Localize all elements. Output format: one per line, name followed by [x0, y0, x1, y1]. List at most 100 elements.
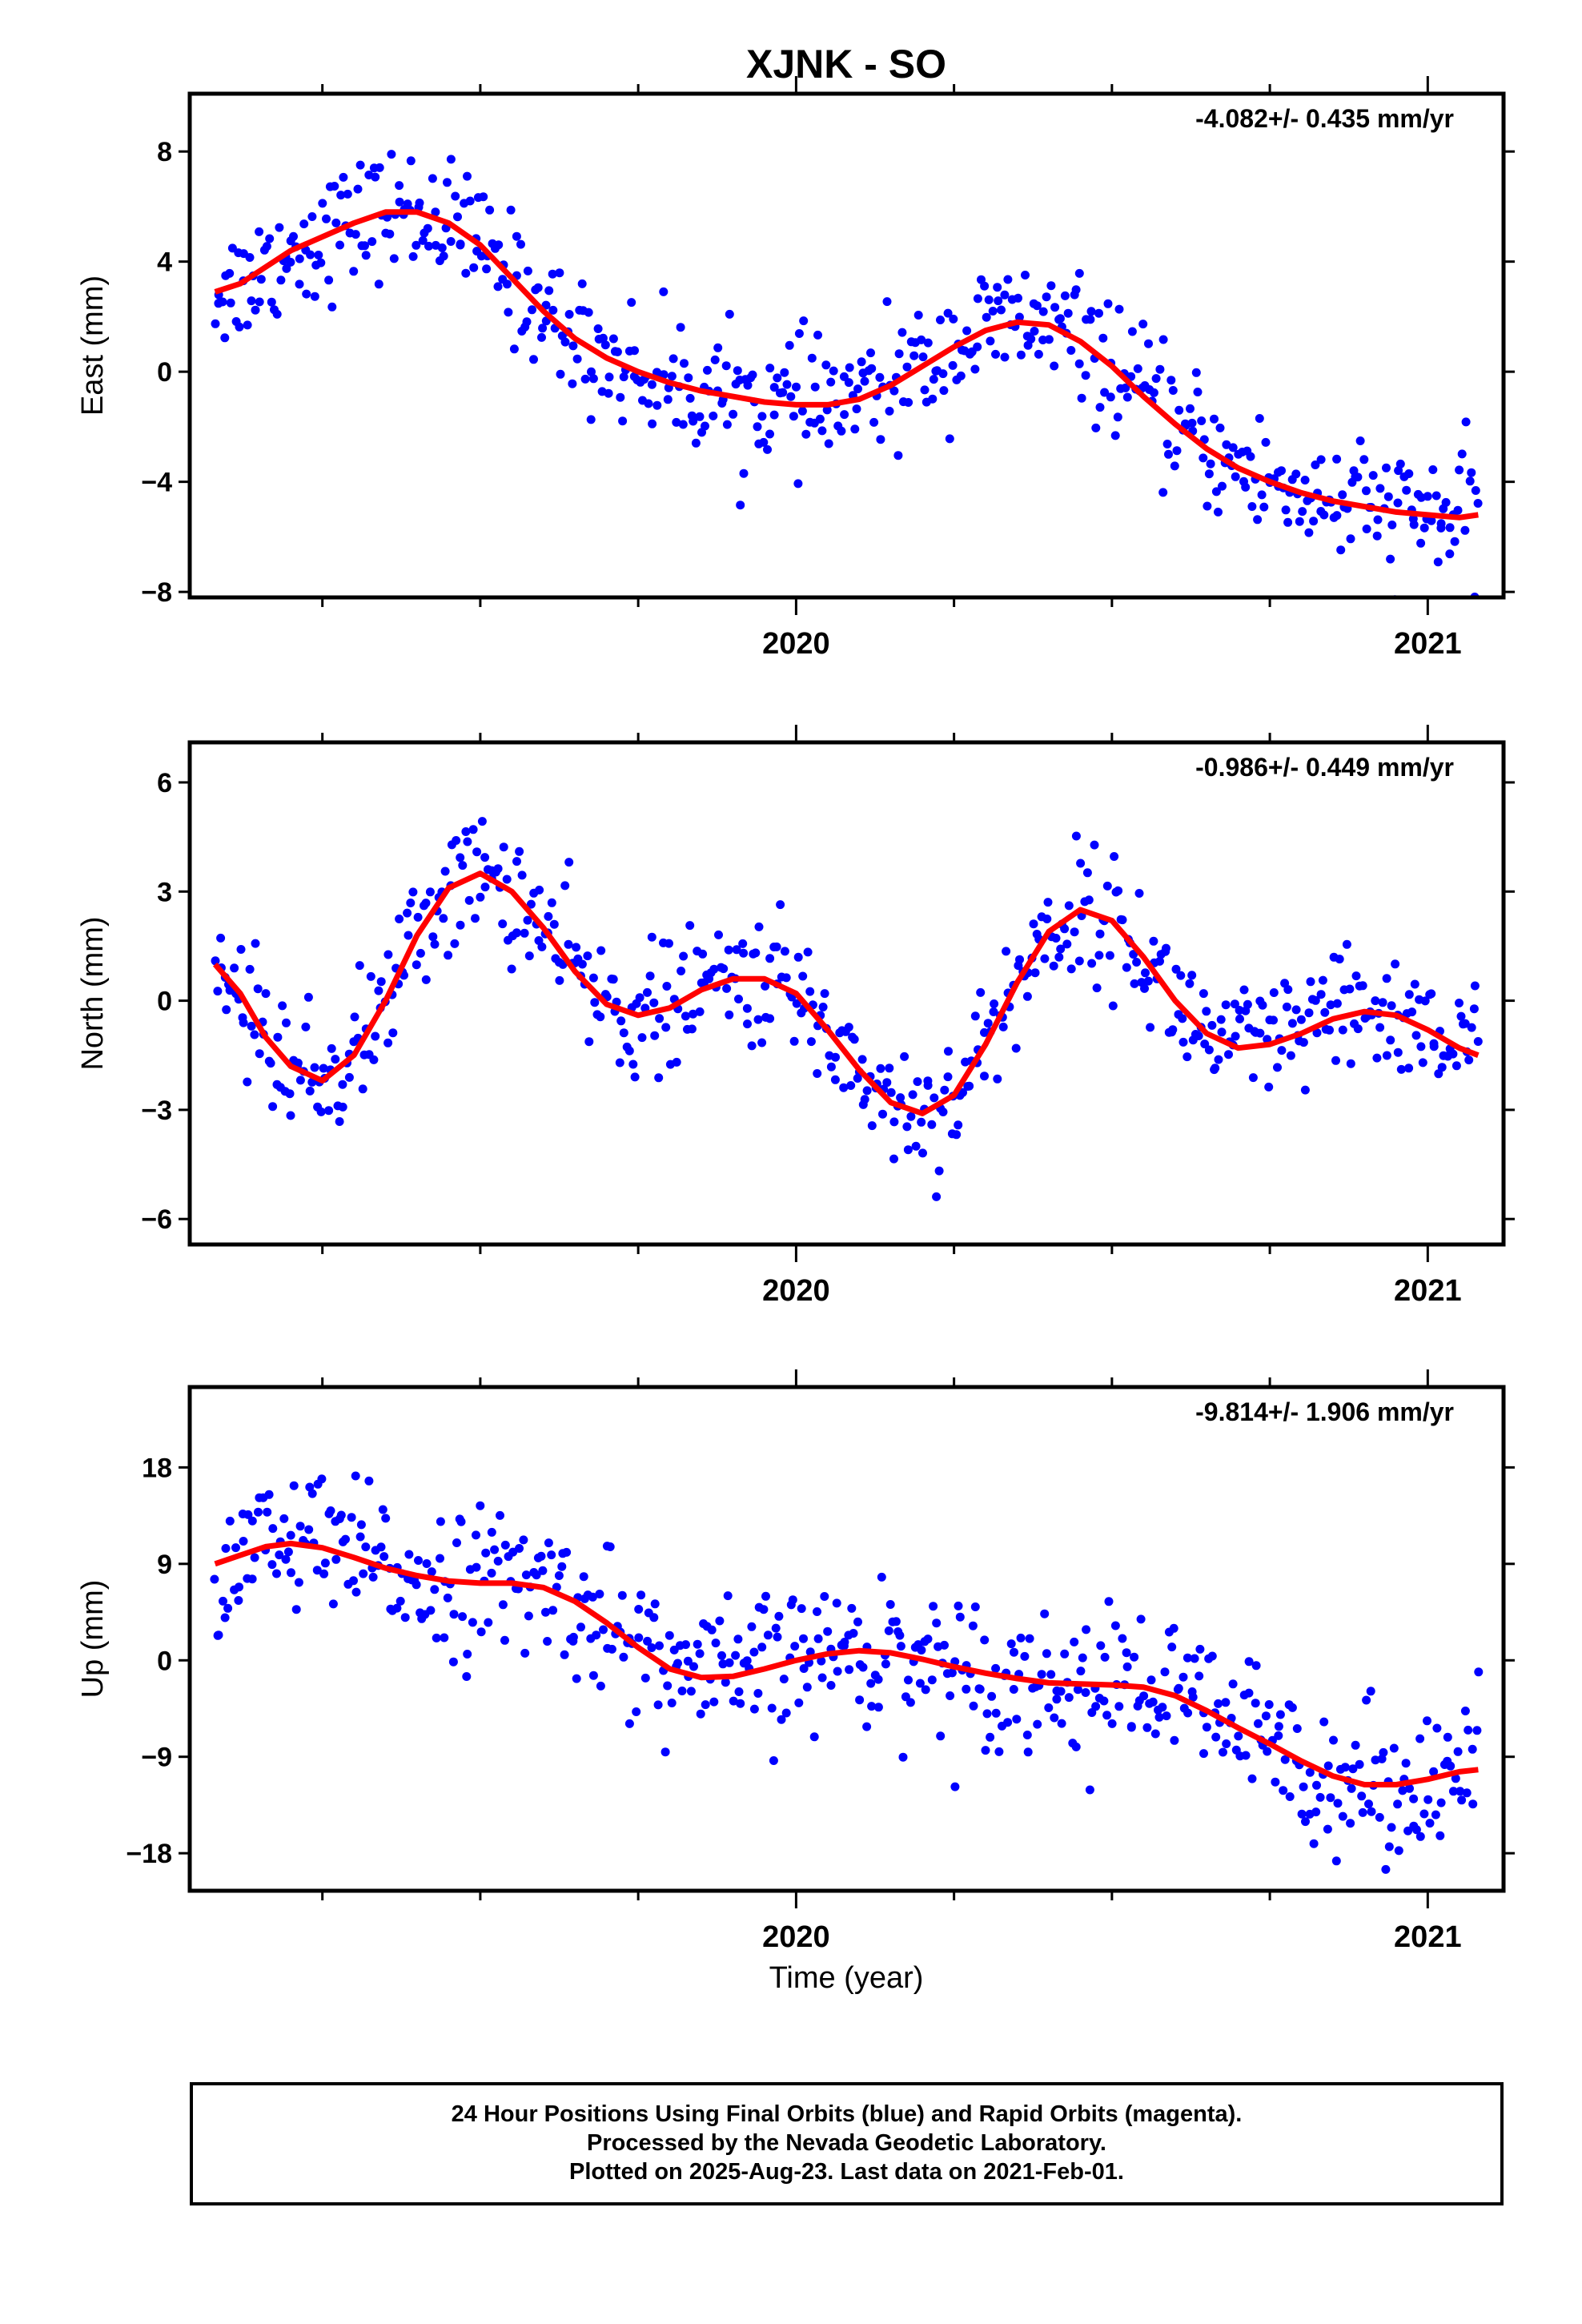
data-point [934, 1166, 944, 1176]
data-point [351, 1587, 361, 1597]
data-point [634, 1633, 644, 1642]
data-point [1202, 1723, 1211, 1732]
data-point [986, 1732, 995, 1742]
data-point [468, 1618, 477, 1627]
data-point [1140, 983, 1149, 993]
data-point [504, 308, 513, 317]
data-point [443, 1593, 452, 1602]
data-point [820, 989, 829, 999]
data-point [234, 1596, 243, 1605]
observations [211, 817, 1483, 1201]
data-point [1197, 416, 1207, 425]
data-point [479, 192, 488, 202]
data-point [1358, 1807, 1367, 1817]
data-point [1286, 1051, 1295, 1060]
data-point [1402, 485, 1411, 495]
data-point [790, 1642, 800, 1651]
data-point [920, 385, 930, 395]
data-point [867, 1702, 877, 1711]
data-point [683, 1656, 693, 1666]
data-point [509, 344, 519, 354]
data-point [767, 1703, 777, 1713]
data-point [1141, 968, 1150, 978]
data-point [882, 1078, 892, 1088]
data-point [216, 933, 226, 943]
data-point [1187, 971, 1197, 980]
data-point [886, 1088, 896, 1097]
data-point [689, 416, 698, 426]
data-point [392, 1603, 402, 1613]
data-point [1427, 989, 1436, 999]
data-point [286, 1530, 295, 1540]
data-point [962, 326, 972, 336]
data-point [1283, 517, 1293, 527]
data-point [314, 251, 323, 259]
data-point [223, 1603, 233, 1613]
data-point [1434, 1069, 1443, 1079]
data-point [1353, 472, 1363, 482]
data-point [1241, 482, 1251, 492]
data-point [367, 237, 377, 247]
data-point [383, 1038, 393, 1047]
data-point [882, 297, 892, 307]
data-point [1404, 469, 1414, 478]
data-point [453, 212, 462, 222]
data-point [1096, 1641, 1106, 1651]
data-point [1264, 1700, 1274, 1709]
data-point [1285, 1792, 1295, 1801]
data-point [687, 1024, 697, 1034]
data-point [747, 1622, 757, 1631]
data-point [701, 1700, 710, 1710]
data-point [521, 1570, 531, 1580]
data-point [305, 1086, 315, 1096]
data-point [840, 410, 849, 420]
data-point [807, 353, 817, 363]
data-point [1066, 346, 1076, 355]
data-point [449, 1610, 459, 1619]
data-point [1375, 484, 1385, 493]
data-point [287, 1568, 295, 1578]
data-point [955, 1612, 965, 1622]
data-point [757, 1038, 767, 1047]
data-point [1453, 1747, 1463, 1756]
data-point [506, 205, 516, 215]
data-point [1274, 1731, 1283, 1740]
data-point [1143, 976, 1153, 986]
data-point [272, 1569, 281, 1578]
data-point [1114, 1702, 1124, 1711]
data-point [1336, 545, 1346, 555]
data-point [736, 1699, 745, 1708]
data-point [898, 1752, 908, 1762]
data-point [1194, 1031, 1203, 1040]
data-point [592, 1630, 601, 1640]
data-point [1056, 1687, 1066, 1696]
data-point [414, 1556, 423, 1565]
data-point [1319, 1717, 1329, 1727]
data-point [824, 439, 833, 448]
data-point [1311, 995, 1320, 1005]
data-point [1379, 1747, 1388, 1757]
data-point [1049, 961, 1058, 971]
data-point [1228, 1679, 1238, 1689]
data-point [529, 355, 538, 364]
data-point [403, 908, 412, 918]
data-point [1326, 1793, 1335, 1803]
data-point [1448, 1787, 1458, 1796]
data-point [761, 1591, 770, 1601]
data-point [855, 1695, 865, 1705]
data-point [773, 1632, 782, 1642]
data-point [650, 1599, 660, 1609]
data-point [643, 1636, 652, 1646]
data-point [347, 1513, 356, 1522]
data-point [1038, 307, 1048, 316]
data-point [255, 1049, 264, 1059]
data-point [1214, 1055, 1223, 1064]
figure-title: XJNK - SO [746, 42, 946, 86]
data-point [1331, 1055, 1340, 1065]
data-point [772, 942, 781, 951]
data-point [1107, 1719, 1117, 1728]
data-point [982, 312, 991, 322]
data-point [1456, 1787, 1465, 1796]
data-point [1315, 1792, 1325, 1802]
data-point [598, 333, 608, 343]
